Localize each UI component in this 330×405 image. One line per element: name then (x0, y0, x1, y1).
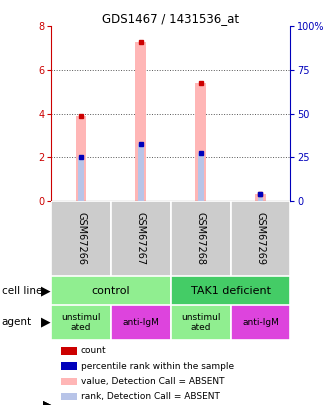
Text: unstimul
ated: unstimul ated (61, 313, 101, 332)
Title: GDS1467 / 1431536_at: GDS1467 / 1431536_at (102, 12, 239, 25)
Text: GSM67268: GSM67268 (196, 212, 206, 265)
Text: ▶: ▶ (41, 284, 51, 297)
Text: rank, Detection Call = ABSENT: rank, Detection Call = ABSENT (81, 392, 220, 401)
Bar (61, 362, 77, 370)
Bar (171, 276, 290, 305)
Bar (111, 201, 171, 276)
Bar (138, 144, 144, 201)
Bar (231, 201, 290, 276)
Text: anti-IgM: anti-IgM (122, 318, 159, 327)
Bar (171, 305, 231, 339)
Text: GSM67266: GSM67266 (76, 212, 86, 265)
Bar (51, 201, 111, 276)
Bar (61, 377, 77, 385)
Bar (51, 305, 111, 339)
Bar (231, 305, 290, 339)
Text: cell line: cell line (2, 286, 42, 296)
Bar (195, 83, 206, 201)
Text: TAK1 deficient: TAK1 deficient (191, 286, 271, 296)
Bar (61, 393, 77, 401)
Text: ▶: ▶ (43, 400, 51, 405)
Text: GSM67269: GSM67269 (255, 212, 266, 265)
Text: ▶: ▶ (43, 400, 51, 405)
Bar (171, 201, 231, 276)
Bar (257, 194, 263, 201)
Text: count: count (81, 346, 107, 356)
Bar (76, 116, 86, 201)
Bar (136, 42, 146, 201)
Text: value, Detection Call = ABSENT: value, Detection Call = ABSENT (81, 377, 224, 386)
Bar (51, 276, 171, 305)
Bar (61, 347, 77, 355)
Text: ▶: ▶ (41, 316, 51, 329)
Bar (78, 158, 84, 201)
Text: control: control (92, 286, 130, 296)
Bar (255, 194, 266, 201)
Text: agent: agent (2, 317, 32, 327)
Text: GSM67267: GSM67267 (136, 212, 146, 265)
Text: percentile rank within the sample: percentile rank within the sample (81, 362, 234, 371)
Text: anti-IgM: anti-IgM (242, 318, 279, 327)
Bar (111, 305, 171, 339)
Bar (198, 153, 204, 201)
Text: unstimul
ated: unstimul ated (181, 313, 220, 332)
